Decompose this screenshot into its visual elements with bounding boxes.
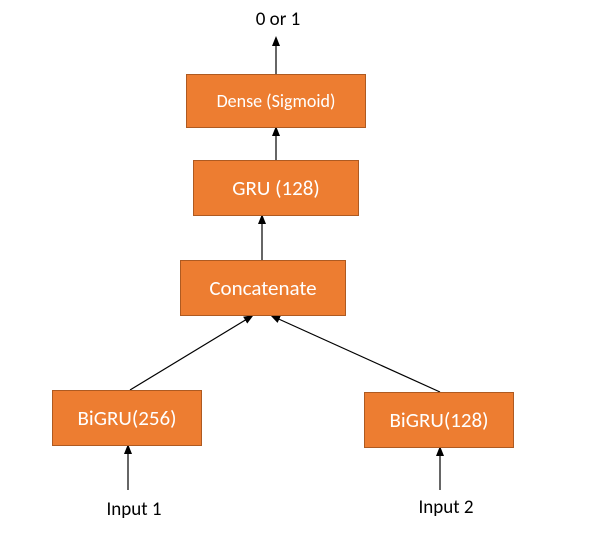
concatenate-box: Concatenate	[180, 260, 346, 316]
edge-bigru_right_top	[272, 316, 440, 392]
bigru-right-box: BiGRU(128)	[364, 392, 514, 448]
gru-layer-text: GRU (128)	[232, 175, 320, 201]
dense-layer-text: Dense (Sigmoid)	[217, 90, 336, 112]
bigru-left-box: BiGRU(256)	[52, 390, 202, 446]
output-text: 0 or 1	[256, 8, 301, 31]
output-label: 0 or 1	[243, 8, 313, 32]
diagram-canvas: 0 or 1 Dense (Sigmoid) GRU (128) Concate…	[0, 0, 590, 550]
concatenate-text: Concatenate	[209, 275, 316, 301]
input2-label: Input 2	[406, 496, 486, 520]
edge-bigru_left_top	[130, 316, 252, 390]
dense-layer-box: Dense (Sigmoid)	[186, 74, 366, 128]
input2-text: Input 2	[418, 496, 473, 519]
gru-layer-box: GRU (128)	[193, 160, 359, 216]
input1-label: Input 1	[94, 498, 174, 522]
bigru-left-text: BiGRU(256)	[77, 405, 176, 431]
bigru-right-text: BiGRU(128)	[389, 407, 488, 433]
input1-text: Input 1	[106, 498, 161, 521]
